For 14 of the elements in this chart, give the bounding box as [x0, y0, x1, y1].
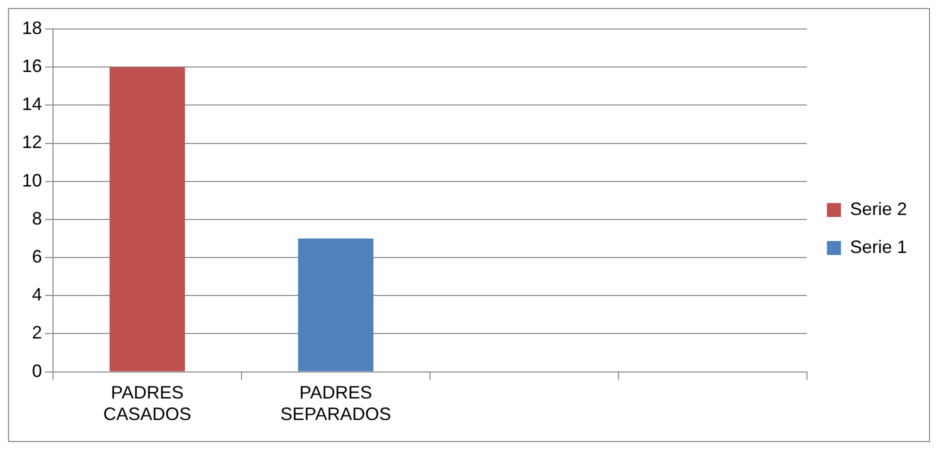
legend-label: Serie 1	[850, 236, 908, 257]
y-tick-label: 2	[32, 322, 42, 343]
y-tick-label: 12	[22, 132, 42, 152]
y-tick-label: 0	[32, 360, 42, 381]
y-tick-label: 18	[22, 18, 42, 38]
legend-label: Serie 2	[850, 198, 908, 219]
y-tick-label: 16	[22, 56, 42, 76]
y-tick-label: 8	[32, 208, 42, 228]
y-tick-label: 6	[32, 246, 42, 266]
x-tick-label: PADRES CASADOS	[103, 382, 192, 424]
y-tick-label: 14	[22, 94, 42, 114]
x-tick-label: PADRES SEPARADOS	[280, 382, 392, 424]
y-tick-label: 10	[22, 170, 42, 190]
y-tick-label: 4	[32, 284, 42, 305]
